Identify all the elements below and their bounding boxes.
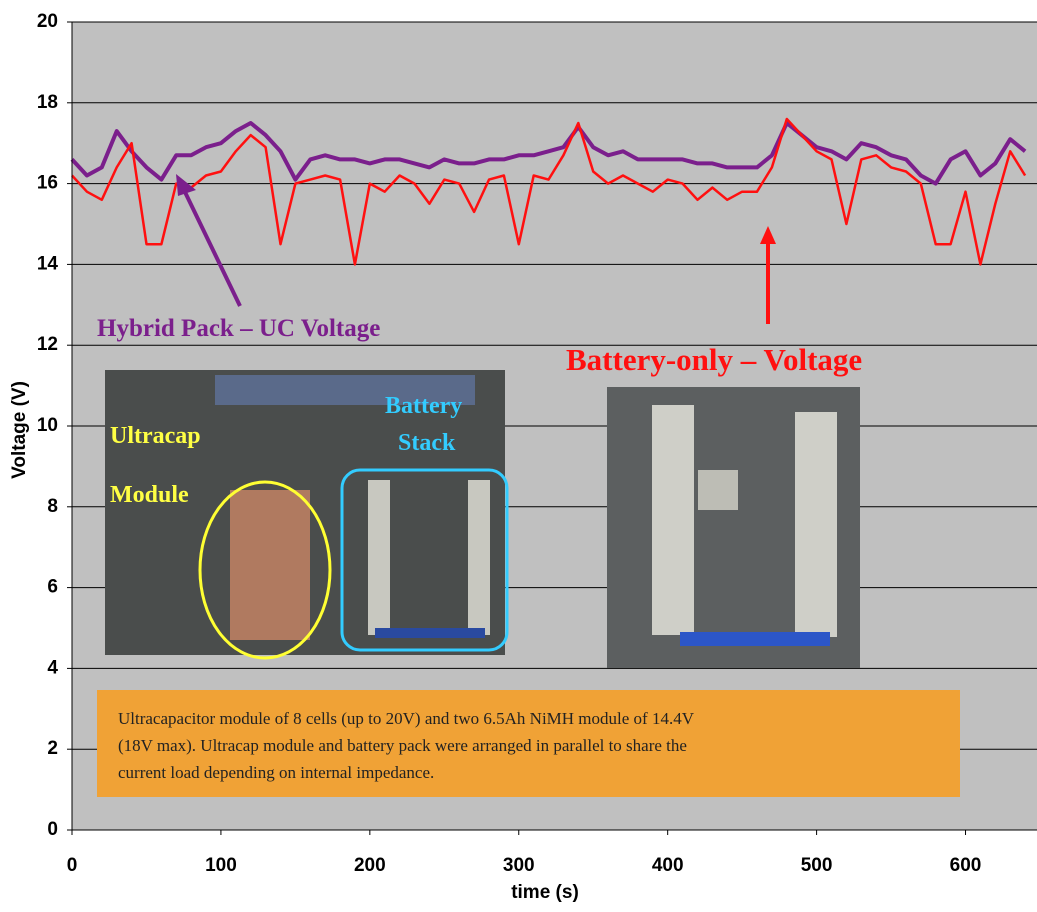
note-line: (18V max). Ultracap module and battery p… [118, 736, 687, 755]
photo-battery [607, 387, 860, 668]
chart: Ultracap Module Battery Stack Ultracapac… [0, 0, 1037, 912]
y-tick-label: 0 [47, 819, 58, 840]
x-tick-label: 400 [652, 855, 684, 876]
ultracap-label: Module [110, 482, 189, 508]
y-tick-label: 10 [37, 415, 58, 436]
y-tick-label: 14 [37, 253, 59, 274]
x-tick-label: 0 [67, 855, 78, 876]
series-label: Hybrid Pack – UC Voltage [97, 315, 380, 342]
y-tick-label: 4 [47, 657, 58, 678]
x-axis-label: time (s) [511, 882, 579, 903]
y-tick-label: 12 [37, 334, 58, 355]
y-axis-label: Voltage (V) [9, 381, 30, 479]
y-tick-label: 18 [37, 92, 58, 113]
x-tick-label: 100 [205, 855, 237, 876]
x-tick-label: 500 [801, 855, 833, 876]
note-line: Ultracapacitor module of 8 cells (up to … [118, 709, 695, 728]
ultracap-label: Ultracap [110, 423, 201, 449]
series-label: Battery-only – Voltage [566, 342, 862, 377]
y-tick-label: 16 [37, 173, 58, 194]
x-tick-label: 200 [354, 855, 386, 876]
y-tick-label: 6 [47, 577, 58, 598]
battery-label: Stack [398, 430, 456, 456]
y-tick-label: 20 [37, 11, 58, 32]
y-tick-label: 8 [47, 496, 58, 517]
x-tick-label: 600 [950, 855, 982, 876]
battery-label: Battery [385, 393, 462, 419]
note-line: current load depending on internal imped… [118, 763, 434, 782]
x-tick-label: 300 [503, 855, 535, 876]
y-tick-label: 2 [47, 738, 58, 759]
